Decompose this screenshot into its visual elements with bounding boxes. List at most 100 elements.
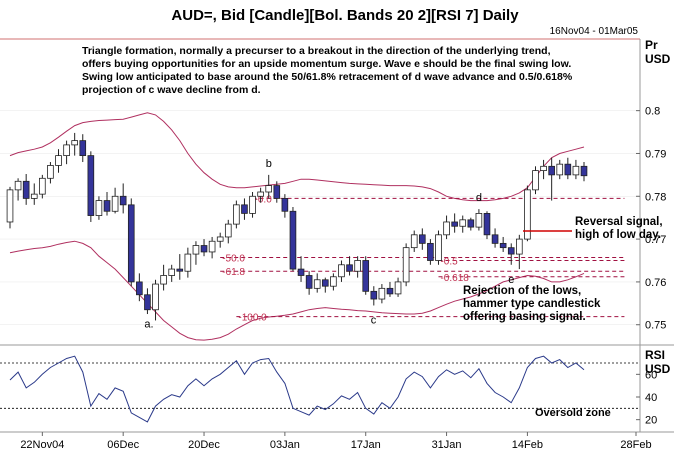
price-tick-label: 0.75 xyxy=(645,320,666,332)
candle-body xyxy=(249,195,256,214)
wave-label: a. xyxy=(144,319,153,331)
rsi-axis-unit: USD xyxy=(645,362,671,376)
candle-body xyxy=(289,210,297,270)
candle-body xyxy=(192,245,200,255)
price-tick-label: 0.77 xyxy=(645,234,666,246)
rsi-tick-label: 40 xyxy=(645,392,657,404)
price-tick-label: 0.79 xyxy=(645,148,666,160)
candle-body xyxy=(208,240,216,253)
candle-body xyxy=(321,279,329,287)
candle-body xyxy=(241,204,248,214)
candle-body xyxy=(580,165,588,177)
candle-body xyxy=(305,275,313,289)
chart-title: AUD=, Bid [Candle][Bol. Bands 20 2][RSI … xyxy=(171,7,519,24)
rsi-tick-label: 60 xyxy=(645,369,657,381)
candle-body xyxy=(402,247,410,283)
rejection-annotation: Rejection of the lows, hammer type candl… xyxy=(463,285,601,323)
rsi-tick-label: 20 xyxy=(645,415,657,427)
candle-body xyxy=(200,245,208,253)
candle-body xyxy=(516,238,523,255)
rsi-series-line xyxy=(9,355,585,423)
candle-body xyxy=(6,189,14,223)
candle-body xyxy=(330,276,337,287)
candle-body xyxy=(136,281,143,296)
candle-body xyxy=(265,185,273,193)
candle-body xyxy=(216,236,224,242)
candlesticks xyxy=(6,132,588,321)
candle-body xyxy=(55,155,62,166)
candle-body xyxy=(176,268,184,272)
x-tick-label: 22Nov04 xyxy=(20,439,64,451)
bollinger-bands xyxy=(9,112,585,341)
candle-body xyxy=(144,294,151,311)
candle-body xyxy=(540,165,547,171)
x-tick-label: 03Jan xyxy=(270,439,300,451)
candle-body xyxy=(572,165,580,176)
rsi-gridlines xyxy=(0,362,640,409)
reversal-annotation-line: high of low day. xyxy=(575,229,661,241)
x-tick-label: 14Feb xyxy=(512,439,543,451)
reversal-annotation: Reversal signal, high of low day. xyxy=(523,216,663,241)
candle-body xyxy=(224,223,232,238)
price-tick-label: 0.8 xyxy=(645,106,660,118)
rsi-panel: 20 40 60 RSI USD Oversold zone xyxy=(0,345,674,433)
price-panel: 0.75 0.76 0.77 0.78 0.79 0.8 Pr USD -0.0 -50.0… xyxy=(0,38,674,346)
candle-body xyxy=(79,140,87,157)
rejection-annotation-line: offering basing signal. xyxy=(463,311,586,323)
description-line: Triangle formation, normally a precurser… xyxy=(82,45,551,57)
candle-body xyxy=(459,219,467,227)
candle-body xyxy=(87,155,95,216)
candle-body xyxy=(257,191,264,197)
fibonacci-levels: -0.0 -50.0 -61.8 -0.5 -0.618 -100.0 xyxy=(220,194,625,324)
candle-body xyxy=(386,287,394,295)
fib-level-label: -0.0 xyxy=(255,194,273,205)
wave-label: b xyxy=(266,158,272,170)
candle-body xyxy=(435,234,442,261)
wave-labels: a. b c d e xyxy=(144,158,514,331)
candle-body xyxy=(30,193,38,199)
candle-body xyxy=(418,234,426,244)
candle-body xyxy=(47,165,54,179)
candle-body xyxy=(22,180,30,199)
x-axis: 22Nov04 06Dec 20Dec 03Jan 17Jan 31Jan 14Feb 28F… xyxy=(20,432,652,451)
candle-body xyxy=(370,290,378,300)
fib-level-label: -50.0 xyxy=(222,254,245,265)
candle-body xyxy=(71,140,78,146)
price-tick-label: 0.76 xyxy=(645,277,666,289)
candle-body xyxy=(483,213,491,236)
bollinger-lower-band xyxy=(9,240,585,341)
rsi-axis-label: RSI xyxy=(645,348,665,362)
candle-body xyxy=(467,219,475,228)
candle-body xyxy=(394,281,402,295)
x-tick-label: 31Jan xyxy=(432,439,462,451)
candle-body xyxy=(378,287,386,300)
date-range: 16Nov04 - 01Mar05 xyxy=(550,26,639,37)
candle-body xyxy=(168,268,176,276)
wave-label: c xyxy=(371,314,377,326)
candle-body xyxy=(451,221,458,227)
rejection-annotation-line: Rejection of the lows, xyxy=(463,285,581,297)
candle-body xyxy=(127,204,135,283)
candle-body xyxy=(297,268,305,276)
x-tick-label: 28Feb xyxy=(620,439,651,451)
candle-body xyxy=(313,279,321,289)
candle-body xyxy=(338,264,345,278)
candle-body xyxy=(63,144,70,157)
candle-body xyxy=(564,163,572,176)
candle-body xyxy=(556,163,564,176)
x-tick-label: 06Dec xyxy=(107,439,139,451)
fib-level-label: -0.5 xyxy=(440,257,458,268)
candle-body xyxy=(39,177,46,195)
candle-body xyxy=(507,247,515,255)
candle-body xyxy=(346,264,353,272)
description-line: offers buying opportunities for an upsid… xyxy=(82,58,571,70)
x-tick-label: 17Jan xyxy=(351,439,381,451)
rsi-line xyxy=(9,355,585,423)
candle-body xyxy=(548,165,555,176)
candle-body xyxy=(443,221,450,236)
candle-body xyxy=(362,260,370,292)
candle-body xyxy=(119,195,127,206)
candle-body xyxy=(410,234,418,249)
fib-level-label: -100.0 xyxy=(238,313,267,324)
candle-body xyxy=(14,180,22,191)
